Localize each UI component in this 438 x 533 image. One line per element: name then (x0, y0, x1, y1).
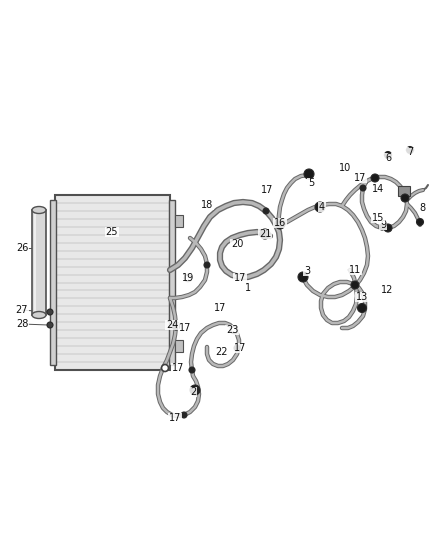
Text: 1: 1 (245, 283, 251, 293)
Text: 16: 16 (274, 218, 286, 228)
Bar (32, 210, 46, 315)
Circle shape (371, 174, 379, 182)
Text: 4: 4 (319, 202, 325, 212)
Text: 19: 19 (182, 273, 194, 283)
Circle shape (173, 324, 179, 330)
Circle shape (263, 208, 269, 214)
Ellipse shape (32, 311, 46, 319)
Text: 17: 17 (234, 273, 246, 283)
Text: 25: 25 (106, 227, 118, 237)
Circle shape (204, 262, 210, 268)
Circle shape (379, 224, 385, 230)
Bar (55, 195, 170, 370)
Circle shape (189, 367, 195, 373)
Circle shape (193, 387, 199, 393)
Text: 21: 21 (259, 229, 271, 239)
Circle shape (47, 309, 53, 315)
Text: 12: 12 (381, 285, 393, 295)
Text: 6: 6 (385, 153, 391, 163)
Circle shape (162, 365, 169, 372)
Text: 20: 20 (231, 239, 243, 249)
Circle shape (357, 303, 367, 312)
Bar (175, 215, 183, 227)
Circle shape (417, 219, 424, 225)
Text: 11: 11 (349, 265, 361, 275)
Circle shape (401, 194, 409, 202)
Circle shape (275, 219, 285, 229)
Text: 17: 17 (169, 413, 181, 423)
Text: 17: 17 (214, 303, 226, 313)
Circle shape (234, 345, 240, 351)
Text: 7: 7 (407, 147, 413, 157)
Circle shape (315, 202, 325, 212)
Bar (175, 340, 183, 352)
Text: 22: 22 (216, 347, 228, 357)
Circle shape (181, 412, 187, 418)
Text: 3: 3 (304, 266, 310, 276)
Text: 26: 26 (16, 243, 28, 253)
Text: 17: 17 (261, 185, 273, 195)
Circle shape (351, 281, 359, 289)
Circle shape (385, 151, 392, 158)
Text: 28: 28 (16, 319, 28, 329)
Text: 2: 2 (190, 387, 196, 397)
Text: 17: 17 (234, 343, 246, 353)
Text: 24: 24 (166, 320, 178, 330)
Text: 17: 17 (354, 173, 366, 183)
Text: 23: 23 (226, 325, 238, 335)
Text: 13: 13 (356, 292, 368, 302)
Bar (398, 186, 410, 196)
Circle shape (384, 224, 392, 232)
Text: 17: 17 (172, 363, 184, 373)
Text: 17: 17 (179, 323, 191, 333)
Ellipse shape (32, 206, 46, 214)
Circle shape (47, 322, 53, 328)
Text: 27: 27 (16, 305, 28, 315)
Text: 15: 15 (372, 213, 384, 223)
Circle shape (190, 385, 200, 395)
Circle shape (230, 327, 237, 334)
Text: 5: 5 (308, 178, 314, 188)
Circle shape (360, 185, 366, 191)
Bar (169, 200, 175, 365)
Circle shape (298, 272, 308, 282)
Text: 18: 18 (201, 200, 213, 210)
Text: 8: 8 (419, 203, 425, 213)
Text: 14: 14 (372, 184, 384, 194)
Text: 9: 9 (380, 220, 386, 230)
Circle shape (184, 274, 191, 281)
Bar (50, 200, 56, 365)
Circle shape (406, 147, 413, 154)
Circle shape (304, 169, 314, 179)
Circle shape (173, 322, 180, 329)
Text: 10: 10 (339, 163, 351, 173)
Circle shape (260, 229, 270, 239)
